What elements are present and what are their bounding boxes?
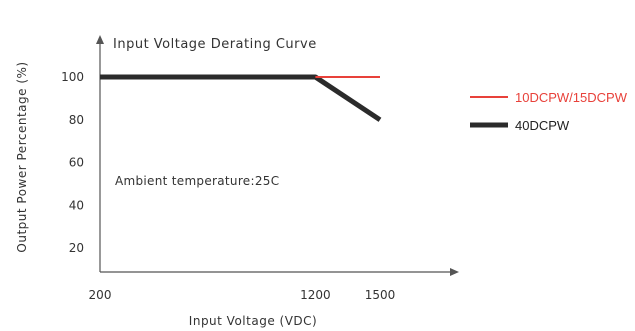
- x-axis-label: Input Voltage (VDC): [189, 314, 317, 328]
- y-tick-labels: 100 80 60 40 20: [61, 70, 84, 255]
- x-tick-labels: 200 1200 1500: [89, 288, 396, 302]
- series-layer: [100, 74, 382, 122]
- y-tick-label: 20: [69, 241, 84, 255]
- x-tick-label: 1200: [300, 288, 331, 302]
- y-axis-label: Output Power Percentage (%): [15, 61, 29, 252]
- legend-label: 10DCPW/15DCPW: [515, 90, 628, 105]
- y-tick-label: 60: [69, 156, 84, 170]
- series-line-40dcpw: [100, 74, 382, 122]
- y-tick-label: 40: [69, 198, 84, 212]
- x-axis-arrow: [450, 268, 459, 276]
- legend: 10DCPW/15DCPW 40DCPW: [470, 90, 628, 133]
- x-tick-label: 1500: [365, 288, 396, 302]
- y-tick-label: 100: [61, 70, 84, 84]
- y-axis-arrow: [96, 35, 104, 44]
- annotation-ambient-temperature: Ambient temperature:25C: [115, 174, 279, 188]
- y-tick-label: 80: [69, 113, 84, 127]
- chart-title: Input Voltage Derating Curve: [113, 37, 317, 52]
- legend-label: 40DCPW: [515, 118, 570, 133]
- x-tick-label: 200: [89, 288, 112, 302]
